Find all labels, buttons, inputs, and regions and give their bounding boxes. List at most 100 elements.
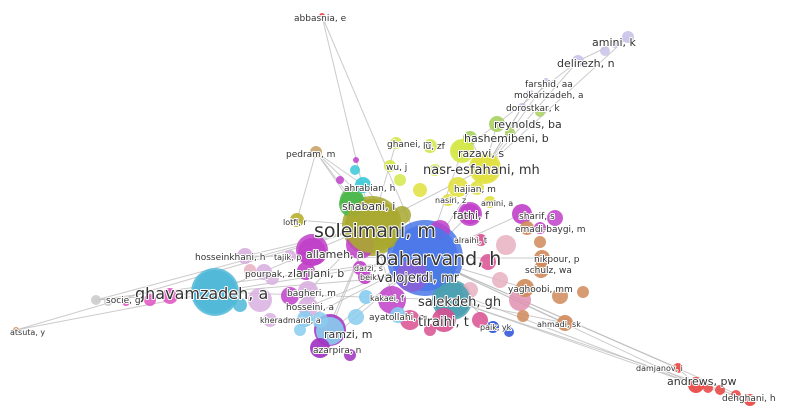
cluster-bubble [429, 164, 441, 176]
node-farshid[interactable] [542, 78, 550, 86]
node-kakaei[interactable] [359, 290, 373, 304]
node-lotfi[interactable] [290, 213, 304, 227]
cluster-bubble [534, 236, 546, 248]
node-label-ahrabian: ahrabian, h [344, 184, 395, 194]
node-tiraihi[interactable] [432, 308, 456, 332]
node-fathi[interactable] [460, 204, 480, 224]
node-label-ayatollahi: ayatollahi, m [369, 313, 428, 323]
node-nikpour[interactable] [534, 250, 550, 266]
node-label-sharif: sharif, s [519, 212, 555, 222]
cluster-bubble [122, 298, 130, 306]
node-label-kakaei: kakaei, f [370, 294, 404, 303]
cluster-bubble [248, 288, 272, 312]
node-yaghoobi[interactable] [516, 279, 534, 297]
node-ahmadi[interactable] [557, 315, 573, 331]
node-label-ghanei: ghanei, m [387, 140, 432, 150]
node-kheradmand[interactable] [297, 311, 313, 327]
node-emadi[interactable] [520, 221, 534, 235]
node-sharif[interactable] [512, 204, 532, 224]
node-damjanov[interactable] [673, 363, 683, 373]
cluster-bubble [144, 294, 156, 306]
node-larijani[interactable] [297, 262, 315, 280]
node-nasiri[interactable] [442, 194, 454, 206]
cluster-bubble [472, 312, 488, 328]
node-bagheri[interactable] [298, 281, 318, 301]
cluster-bubble [611, 40, 619, 48]
node-beiki[interactable] [358, 270, 372, 284]
node-delirezh[interactable] [572, 55, 584, 67]
node-label-abbasnia: abbasnia, e [294, 14, 347, 24]
node-label-nasiri: nasiri, z [435, 196, 466, 205]
node-mokarizadeh[interactable] [526, 90, 534, 98]
node-ahrabian[interactable] [355, 177, 371, 193]
node-label-nasr: nasr-esfahani, mh [423, 163, 540, 178]
node-label-pourpak: pourpak, z [245, 270, 293, 280]
node-label-dehghani: dehghani, h [722, 394, 776, 404]
node-label-beiki: beiki, b [360, 273, 389, 282]
node-ayatollahi[interactable] [390, 307, 406, 323]
node-label-emadi: emadi-baygi, m [515, 225, 586, 235]
node-lu_zf[interactable] [423, 139, 437, 153]
node-dorostkar[interactable] [518, 103, 526, 111]
cluster-bubble [394, 174, 406, 186]
node-label-delirezh: delirezh, n [557, 57, 615, 70]
node-wu_j[interactable] [384, 160, 396, 172]
cluster-bubble [535, 107, 545, 117]
node-atsuta[interactable] [13, 327, 19, 333]
node-label-farshid: farshid, aa [525, 80, 573, 90]
node-label-shabani: shabani, i [342, 200, 395, 213]
node-label-valojerdi: valojerdi, mr [377, 271, 460, 286]
node-label-lotfi: lotfi, r [283, 218, 307, 227]
node-label-darzi: darzi, s [354, 264, 383, 273]
node-label-fathi: fathi, f [453, 209, 490, 222]
cluster-bubble [353, 157, 359, 163]
node-abbasnia[interactable] [319, 13, 325, 19]
cluster-bubble [263, 313, 277, 327]
node-label-pedram: pedram, m [286, 150, 335, 160]
edge-delirezh-nasr [484, 60, 579, 169]
cluster-bubble [281, 287, 299, 305]
cluster-bubble [348, 309, 364, 325]
node-amini_a[interactable] [484, 196, 496, 208]
node-ghanei[interactable] [390, 137, 402, 149]
node-azarpira[interactable] [310, 338, 330, 358]
node-soleimani[interactable] [345, 199, 399, 253]
node-pedram[interactable] [310, 146, 322, 158]
node-label-nikpour: nikpour, p [534, 255, 580, 265]
node-alraihi[interactable] [475, 234, 487, 246]
node-pourpak[interactable] [256, 264, 272, 280]
edge-atsuta-ghavamzadeh [15, 291, 216, 331]
node-paik[interactable] [487, 321, 499, 333]
node-nasr[interactable] [469, 152, 501, 184]
node-socie[interactable] [91, 295, 101, 305]
node-ramzi[interactable] [316, 317, 344, 345]
node-reynolds[interactable] [489, 116, 505, 132]
cluster-bubble [492, 272, 508, 288]
cluster-bubble [244, 264, 256, 276]
labels-layer: abbasnia, e amini, k delirezh, n farshid, a… [9, 13, 777, 405]
node-label-larijani: larijani, b [293, 267, 344, 280]
node-amini_k[interactable] [622, 31, 634, 43]
node-label-yaghoobi: yaghoobi, mm [508, 285, 573, 295]
node-hosseinkhani[interactable] [237, 248, 253, 264]
node-label-lu_zf: lu, zf [423, 142, 446, 152]
node-label-salekdeh: salekdeh, gh [418, 295, 501, 310]
nodes-layer [13, 13, 756, 406]
node-tajik[interactable] [284, 250, 296, 262]
node-label-tiraihi: tiraihi, t [418, 315, 469, 330]
node-allameh[interactable] [298, 238, 326, 266]
node-label-allameh: allameh, a [306, 248, 364, 261]
node-label-damjanov: damjanov, i [636, 364, 683, 373]
node-label-kheradmand: kheradmand, a [260, 316, 321, 325]
node-dehghani[interactable] [744, 394, 756, 406]
node-valojerdi[interactable] [396, 260, 428, 292]
cluster-bubble [715, 385, 725, 395]
node-schulz[interactable] [533, 262, 549, 278]
node-label-ghavamzadeh: ghavamzadeh, a [135, 284, 268, 303]
node-razavi[interactable] [450, 139, 474, 163]
node-andrews[interactable] [688, 377, 704, 393]
node-hajian[interactable] [448, 177, 468, 197]
node-ghavamzadeh[interactable] [193, 270, 237, 314]
cluster-bubble [505, 127, 515, 137]
